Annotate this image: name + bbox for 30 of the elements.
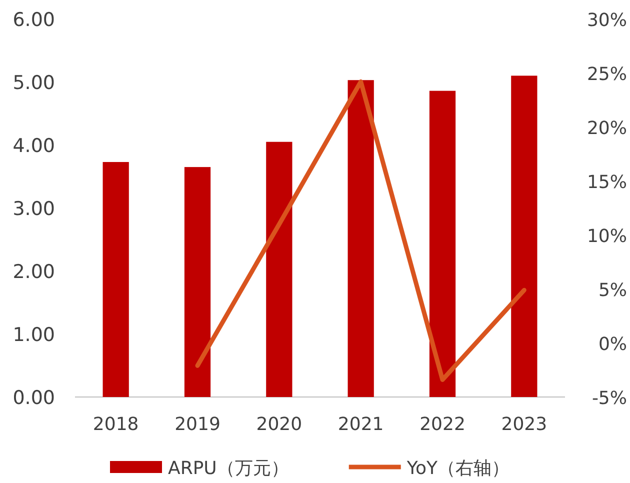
y-tick-label: 4.00 [12,135,55,157]
bar [102,162,129,397]
y2-tick-label: 25% [586,64,627,85]
x-tick-label: 2019 [174,414,220,435]
x-tick-label: 2021 [338,414,384,435]
y2-tick-label: 0% [598,334,627,355]
y2-tick-label: 20% [586,118,627,139]
bar [511,76,538,397]
y2-tick-label: 10% [586,226,627,247]
y-tick-label: 5.00 [12,72,55,94]
bar [429,90,456,397]
x-tick-label: 2023 [501,414,548,435]
y-tick-label: 0.00 [12,387,55,409]
line-series [195,79,526,382]
y-tick-label: 2.00 [12,261,55,283]
y-tick-label: 6.00 [12,9,55,31]
y-tick-label: 1.00 [12,324,55,346]
x-tick-label: 2018 [92,414,139,435]
y2-tick-label: 5% [598,280,627,301]
y2-tick-label: -5% [592,388,627,409]
bar [348,80,374,397]
x-tick-label: 2022 [420,414,466,435]
y-tick-label: 3.00 [12,198,55,220]
legend-label: ARPU（万元） [168,458,289,479]
bar [184,167,211,397]
x-tick-label: 2020 [256,414,302,435]
bar [266,142,292,397]
y2-tick-label: 15% [586,172,627,193]
y2-tick-label: 30% [586,10,627,31]
legend-label: YoY（右轴） [406,458,510,479]
